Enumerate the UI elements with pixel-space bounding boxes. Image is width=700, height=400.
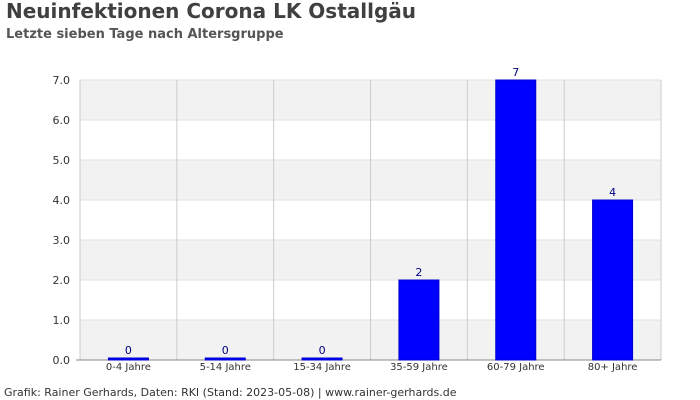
y-tick-label: 0.0 xyxy=(53,354,71,367)
y-tick-label: 4.0 xyxy=(53,194,71,207)
y-tick-label: 2.0 xyxy=(53,274,71,287)
x-tick-label: 35-59 Jahre xyxy=(390,362,448,373)
bar xyxy=(301,357,343,361)
data-label: 7 xyxy=(512,66,519,79)
x-tick-label: 5-14 Jahre xyxy=(200,362,251,373)
y-tick-label: 6.0 xyxy=(53,114,71,127)
chart-footer: Grafik: Rainer Gerhards, Daten: RKI (Sta… xyxy=(4,386,457,399)
bar xyxy=(495,79,537,361)
bar xyxy=(398,279,440,361)
data-label: 2 xyxy=(415,266,422,279)
x-tick-label: 0-4 Jahre xyxy=(106,362,151,373)
data-label: 0 xyxy=(125,344,132,357)
data-label: 0 xyxy=(222,344,229,357)
y-tick-label: 7.0 xyxy=(53,74,71,87)
x-tick-label: 80+ Jahre xyxy=(588,362,638,373)
y-tick-label: 1.0 xyxy=(53,314,71,327)
chart-title: Neuinfektionen Corona LK Ostallgäu xyxy=(6,0,417,23)
data-label: 4 xyxy=(609,186,616,199)
x-tick-label: 15-34 Jahre xyxy=(293,362,351,373)
bar xyxy=(204,357,246,361)
y-tick-label: 5.0 xyxy=(53,154,71,167)
y-tick-label: 3.0 xyxy=(53,234,71,247)
bar xyxy=(107,357,149,361)
chart-subtitle: Letzte sieben Tage nach Altersgruppe xyxy=(6,27,284,42)
bar xyxy=(592,199,634,361)
data-label: 0 xyxy=(319,344,326,357)
x-tick-label: 60-79 Jahre xyxy=(487,362,545,373)
